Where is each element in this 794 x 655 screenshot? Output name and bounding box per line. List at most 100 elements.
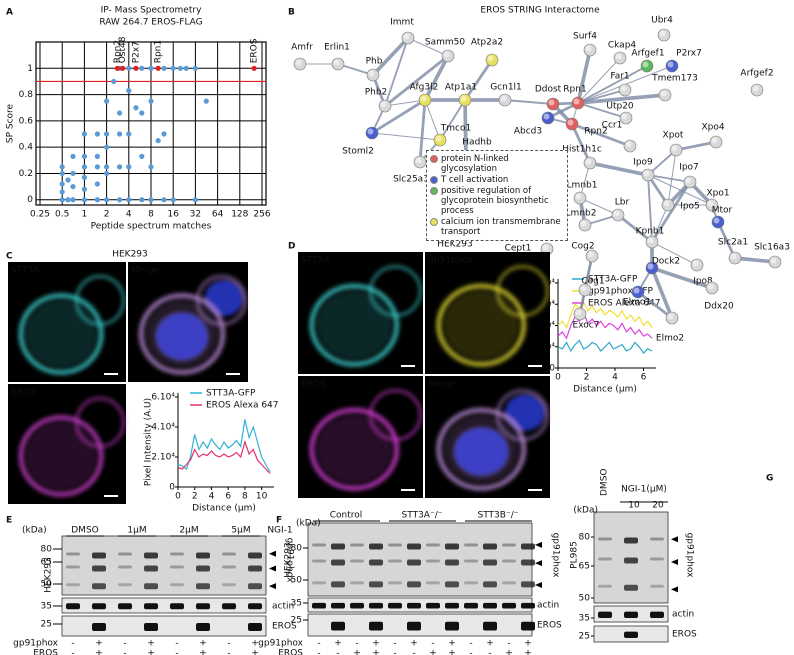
blot-band xyxy=(66,603,80,610)
marker-label: 25 xyxy=(579,632,590,642)
network-node-label: Samm50 xyxy=(425,38,465,48)
blot-band xyxy=(144,623,158,631)
y-tick-label: 0.8 xyxy=(19,90,34,100)
row-sign: + xyxy=(199,649,207,655)
network-edge xyxy=(418,99,427,163)
blot-band xyxy=(426,602,440,609)
network-edge xyxy=(423,55,450,101)
panel-letter: B xyxy=(288,8,295,18)
x-tick-label: 128 xyxy=(231,210,248,220)
scatter-point xyxy=(192,197,198,203)
blot-band xyxy=(196,623,210,631)
blot-band xyxy=(464,581,478,585)
legend-text: positive regulation of glycoprotein bios… xyxy=(441,186,549,216)
panel-letter: E xyxy=(6,516,12,526)
blot-band xyxy=(350,543,364,547)
cell-haze xyxy=(443,291,519,360)
network-edge xyxy=(384,99,426,107)
network-node-label: P2rx7 xyxy=(676,49,702,59)
blot-band xyxy=(170,552,184,556)
target-label: gp91phox xyxy=(551,533,561,579)
scatter-point xyxy=(94,131,100,137)
cell-staining xyxy=(436,389,549,491)
scatter-point xyxy=(148,98,154,104)
scatter-point xyxy=(148,197,154,203)
target-label: gp91phox xyxy=(685,533,695,579)
blot-band xyxy=(222,603,236,610)
network-node-label: Slc25a3 xyxy=(393,175,429,185)
scatter-point xyxy=(94,164,100,170)
network-edge xyxy=(734,256,776,264)
x-tick-label: 0 xyxy=(175,492,181,502)
marker-label: 50 xyxy=(41,580,53,590)
x-tick-label: 2 xyxy=(104,210,110,220)
network-node-gloss xyxy=(707,283,714,290)
scatter-point xyxy=(170,197,176,203)
scatter-point xyxy=(94,153,100,159)
cell-body xyxy=(496,389,549,441)
network-node-label: Ipo7 xyxy=(679,163,699,173)
network-node-gloss xyxy=(660,90,667,97)
network-node-label: Elmo2 xyxy=(656,334,684,344)
network-node-gloss xyxy=(663,200,670,207)
network-node-label: Hadhb xyxy=(462,138,492,148)
network-edge xyxy=(570,123,592,164)
cell-body xyxy=(74,396,126,448)
blot-band xyxy=(369,581,383,588)
network-node-label: Rpn2 xyxy=(584,127,607,137)
blot-band xyxy=(624,537,638,544)
x-tick-label: 8 xyxy=(148,210,154,220)
scatter-point xyxy=(70,153,76,159)
network-edge xyxy=(463,59,494,101)
row-sign: + xyxy=(251,649,259,655)
network-edge xyxy=(577,65,648,104)
target-label: gp91phox xyxy=(285,538,295,584)
kda-label: (kDa) xyxy=(296,519,321,529)
scatter-point xyxy=(133,105,139,111)
network-edge xyxy=(371,36,410,77)
cell-haze xyxy=(25,422,97,490)
blot-band xyxy=(407,602,421,609)
network-node-label: Ddost xyxy=(535,85,562,95)
x-tick-label: 6 xyxy=(641,373,647,383)
network-node-gloss xyxy=(460,95,467,102)
x-axis-label: Distance (µm) xyxy=(573,385,637,395)
blot-band xyxy=(426,581,440,585)
network-node-label: Exoc7 xyxy=(573,321,600,331)
blot-band xyxy=(312,581,326,585)
band-arrow xyxy=(535,541,542,548)
scatter-point xyxy=(177,65,183,71)
legend-text: calcium ion transmembrane transport xyxy=(441,217,561,237)
network-node-gloss xyxy=(420,95,427,102)
network-node-gloss xyxy=(587,251,594,258)
network-edge xyxy=(577,57,621,104)
blot-band xyxy=(369,543,383,550)
cell-line-label: HEK293 xyxy=(112,250,148,260)
blot-band xyxy=(624,611,638,618)
blot-band xyxy=(331,602,345,609)
blot-band xyxy=(624,584,638,591)
row-sign: - xyxy=(393,649,396,655)
blot-band xyxy=(445,602,459,609)
blot-band xyxy=(598,611,612,618)
scatter-point xyxy=(126,164,132,170)
network-edge xyxy=(571,122,631,148)
network-edge xyxy=(577,102,627,119)
blot-band xyxy=(445,621,459,631)
row-sign: + xyxy=(251,639,259,649)
blot-band xyxy=(407,621,421,631)
blot-band xyxy=(118,603,132,610)
chart-title: IP- Mass Spectrometry xyxy=(101,6,202,16)
blot-band xyxy=(521,559,535,566)
blot-band xyxy=(483,621,497,631)
lane-header: 1µM xyxy=(127,526,146,536)
cell-body xyxy=(138,293,226,375)
scatter-point xyxy=(139,65,145,71)
network-node-label: Phb xyxy=(366,57,383,67)
blot-band xyxy=(598,584,612,588)
panel-letter: D xyxy=(288,242,295,252)
blot-band xyxy=(118,552,132,556)
line-series xyxy=(177,440,271,474)
y-tick-label: 0 xyxy=(27,195,33,205)
x-tick-label: 0.5 xyxy=(55,210,69,220)
